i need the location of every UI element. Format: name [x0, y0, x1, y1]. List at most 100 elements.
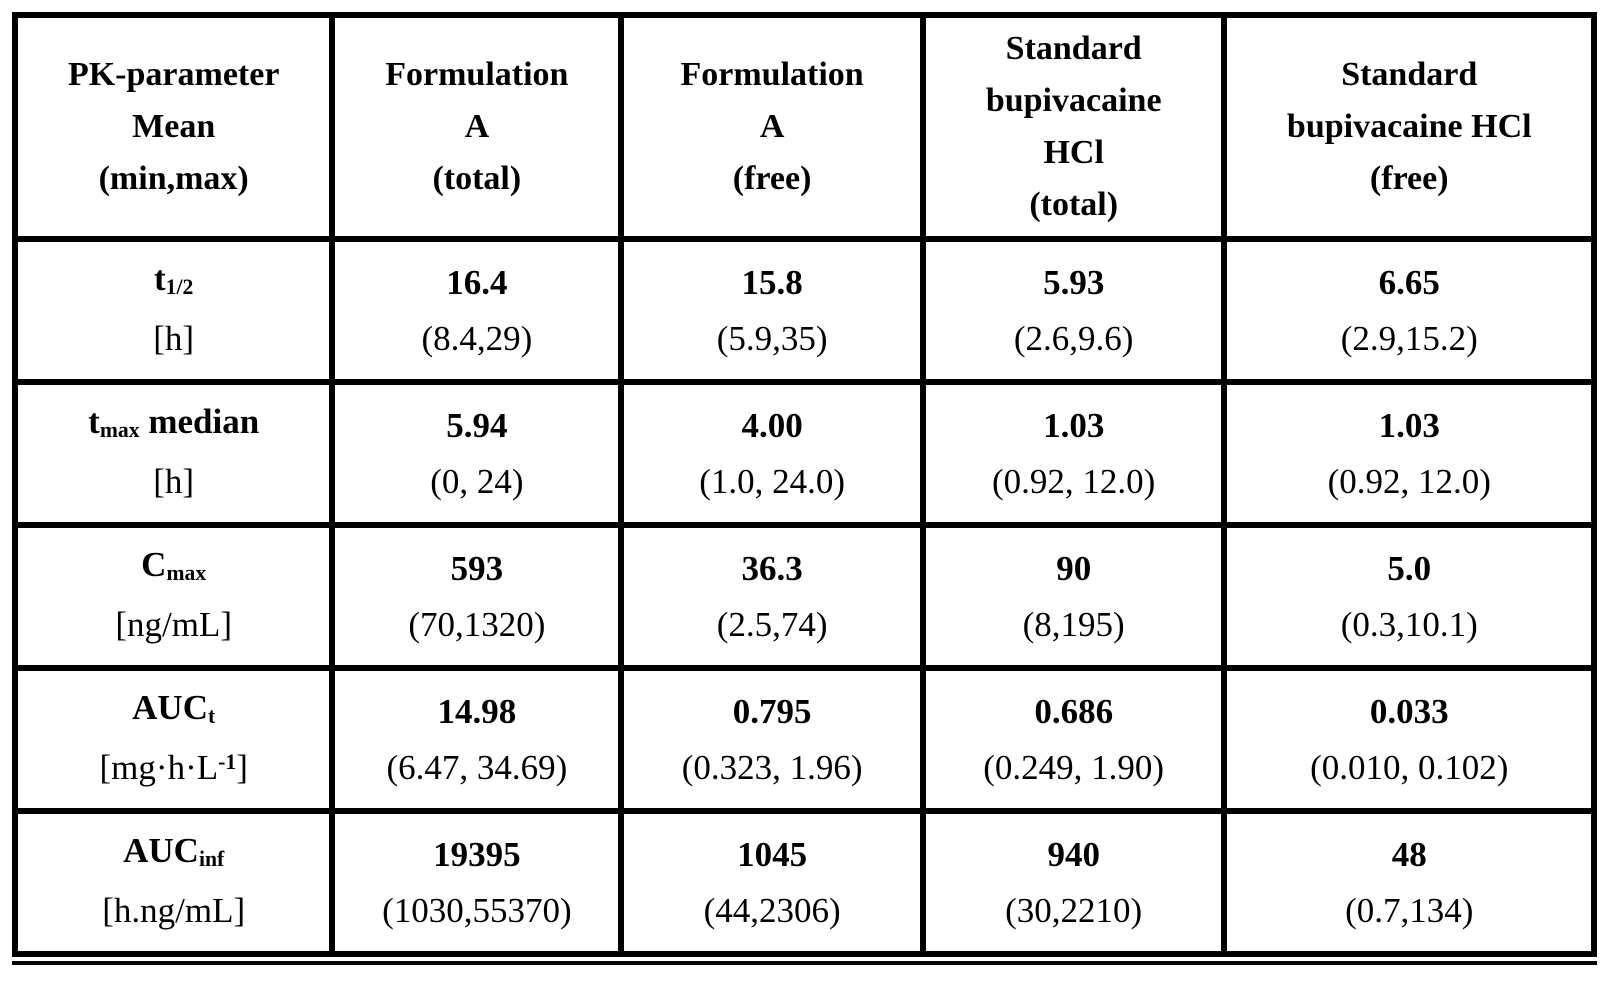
- param-cell: AUCinf [h.ng/mL]: [11, 808, 336, 957]
- column-header-formulation-a-free: Formulation A (free): [618, 12, 926, 242]
- header-line: Mean: [132, 108, 216, 145]
- table-row-auc-t: AUCt [mg·h·L-1] 14.98 (6.47, 34.69) 0.79…: [11, 665, 1597, 814]
- min-max-range: (6.47, 34.69): [386, 747, 568, 787]
- param-cell: tmax median [h]: [11, 379, 336, 528]
- mean-value: 0.795: [732, 691, 812, 731]
- column-header-standard-bupivacaine-hcl-free: Standard bupivacaine HCl (free): [1221, 12, 1597, 242]
- min-max-range: (1.0, 24.0): [699, 461, 846, 501]
- param-unit: [ng/mL]: [115, 604, 232, 644]
- mean-value: 16.4: [446, 262, 508, 302]
- mean-value: 19395: [433, 834, 521, 874]
- table-cell: 4.00 (1.0, 24.0): [618, 379, 926, 528]
- min-max-range: (44,2306): [703, 890, 841, 930]
- min-max-range: (0.249, 1.90): [983, 747, 1165, 787]
- param-cell: Cmax [ng/mL]: [11, 522, 336, 671]
- min-max-range: (0.323, 1.96): [681, 747, 863, 787]
- table-cell: 593 (70,1320): [329, 522, 625, 671]
- param-cell: t1/2 [h]: [11, 236, 336, 385]
- param-label: t1/2: [154, 258, 194, 300]
- min-max-range: (0, 24): [430, 461, 524, 501]
- table-cell: 14.98 (6.47, 34.69): [329, 665, 625, 814]
- min-max-range: (8.4,29): [421, 318, 533, 358]
- table-cell: 5.0 (0.3,10.1): [1221, 522, 1597, 671]
- table-cell: 6.65 (2.9,15.2): [1221, 236, 1597, 385]
- mean-value: 15.8: [741, 262, 803, 302]
- min-max-range: (8,195): [1022, 604, 1125, 644]
- table-cell: 5.93 (2.6,9.6): [919, 236, 1228, 385]
- min-max-range: (2.9,15.2): [1340, 318, 1478, 358]
- mean-value: 6.65: [1378, 262, 1440, 302]
- header-line: (free): [1369, 160, 1449, 197]
- header-line: (total): [432, 160, 522, 197]
- mean-value: 48: [1391, 834, 1427, 874]
- header-line: (free): [732, 160, 812, 197]
- column-header-formulation-a-total: Formulation A (total): [329, 12, 625, 242]
- header-line: (total): [1029, 186, 1119, 223]
- mean-value: 940: [1047, 834, 1100, 874]
- header-line: bupivacaine HCl: [1286, 108, 1532, 145]
- param-label: tmax median: [88, 401, 260, 443]
- param-unit: [mg·h·L-1]: [99, 747, 248, 787]
- min-max-range: (70,1320): [408, 604, 546, 644]
- min-max-range: (0.92, 12.0): [1327, 461, 1491, 501]
- table-cell: 90 (8,195): [919, 522, 1228, 671]
- min-max-range: (0.3,10.1): [1340, 604, 1478, 644]
- column-header-pk-parameter: PK-parameter Mean (min,max): [11, 12, 336, 242]
- mean-value: 5.94: [446, 405, 508, 445]
- mean-value: 0.686: [1034, 691, 1114, 731]
- table-cell: 0.686 (0.249, 1.90): [919, 665, 1228, 814]
- header-line: PK-parameter: [67, 56, 280, 93]
- column-header-standard-bupivacaine-hcl-total: Standard bupivacaine HCl (total): [919, 12, 1228, 242]
- table-cell: 1.03 (0.92, 12.0): [919, 379, 1228, 528]
- min-max-range: (2.6,9.6): [1013, 318, 1134, 358]
- mean-value: 1.03: [1043, 405, 1105, 445]
- table-cell: 0.795 (0.323, 1.96): [618, 665, 926, 814]
- table-row-c-max: Cmax [ng/mL] 593 (70,1320) 36.3 (2.5,74)…: [11, 522, 1597, 671]
- header-line: A: [464, 108, 490, 145]
- min-max-range: (5.9,35): [716, 318, 828, 358]
- table-row-t-max: tmax median [h] 5.94 (0, 24) 4.00 (1.0, …: [11, 379, 1597, 528]
- header-line: (min,max): [98, 160, 249, 197]
- param-label: AUCinf: [123, 830, 225, 872]
- mean-value: 5.93: [1043, 262, 1105, 302]
- table-cell: 36.3 (2.5,74): [618, 522, 926, 671]
- mean-value: 5.0: [1387, 548, 1432, 588]
- header-line: Standard: [1005, 30, 1142, 67]
- table-cell: 5.94 (0, 24): [329, 379, 625, 528]
- header-row: PK-parameter Mean (min,max) Formulation …: [11, 12, 1597, 242]
- mean-value: 90: [1056, 548, 1092, 588]
- table-cell: 0.033 (0.010, 0.102): [1221, 665, 1597, 814]
- header-line: Standard: [1341, 56, 1478, 93]
- pk-parameters-table: PK-parameter Mean (min,max) Formulation …: [11, 12, 1597, 957]
- param-cell: AUCt [mg·h·L-1]: [11, 665, 336, 814]
- mean-value: 14.98: [437, 691, 517, 731]
- table-bottom-rule: [12, 961, 1597, 965]
- header-line: bupivacaine: [985, 82, 1162, 119]
- mean-value: 1.03: [1378, 405, 1440, 445]
- mean-value: 0.033: [1369, 691, 1449, 731]
- header-line: HCl: [1043, 134, 1104, 171]
- table-cell: 940 (30,2210): [919, 808, 1228, 957]
- min-max-range: (30,2210): [1005, 890, 1143, 930]
- min-max-range: (0.92, 12.0): [992, 461, 1156, 501]
- min-max-range: (0.7,134): [1345, 890, 1474, 930]
- min-max-range: (2.5,74): [716, 604, 828, 644]
- header-line: Formulation: [680, 56, 864, 93]
- min-max-range: (0.010, 0.102): [1310, 747, 1509, 787]
- table-cell: 16.4 (8.4,29): [329, 236, 625, 385]
- param-unit: [h]: [153, 318, 195, 358]
- mean-value: 1045: [737, 834, 808, 874]
- table-row-auc-inf: AUCinf [h.ng/mL] 19395 (1030,55370) 1045…: [11, 808, 1597, 957]
- min-max-range: (1030,55370): [382, 890, 572, 930]
- param-unit: [h.ng/mL]: [102, 890, 246, 930]
- table-cell: 15.8 (5.9,35): [618, 236, 926, 385]
- table-cell: 48 (0.7,134): [1221, 808, 1597, 957]
- header-line: A: [759, 108, 785, 145]
- mean-value: 4.00: [741, 405, 803, 445]
- table-cell: 1.03 (0.92, 12.0): [1221, 379, 1597, 528]
- header-line: Formulation: [385, 56, 569, 93]
- param-label: AUCt: [132, 687, 216, 729]
- mean-value: 593: [450, 548, 504, 588]
- table-cell: 19395 (1030,55370): [329, 808, 625, 957]
